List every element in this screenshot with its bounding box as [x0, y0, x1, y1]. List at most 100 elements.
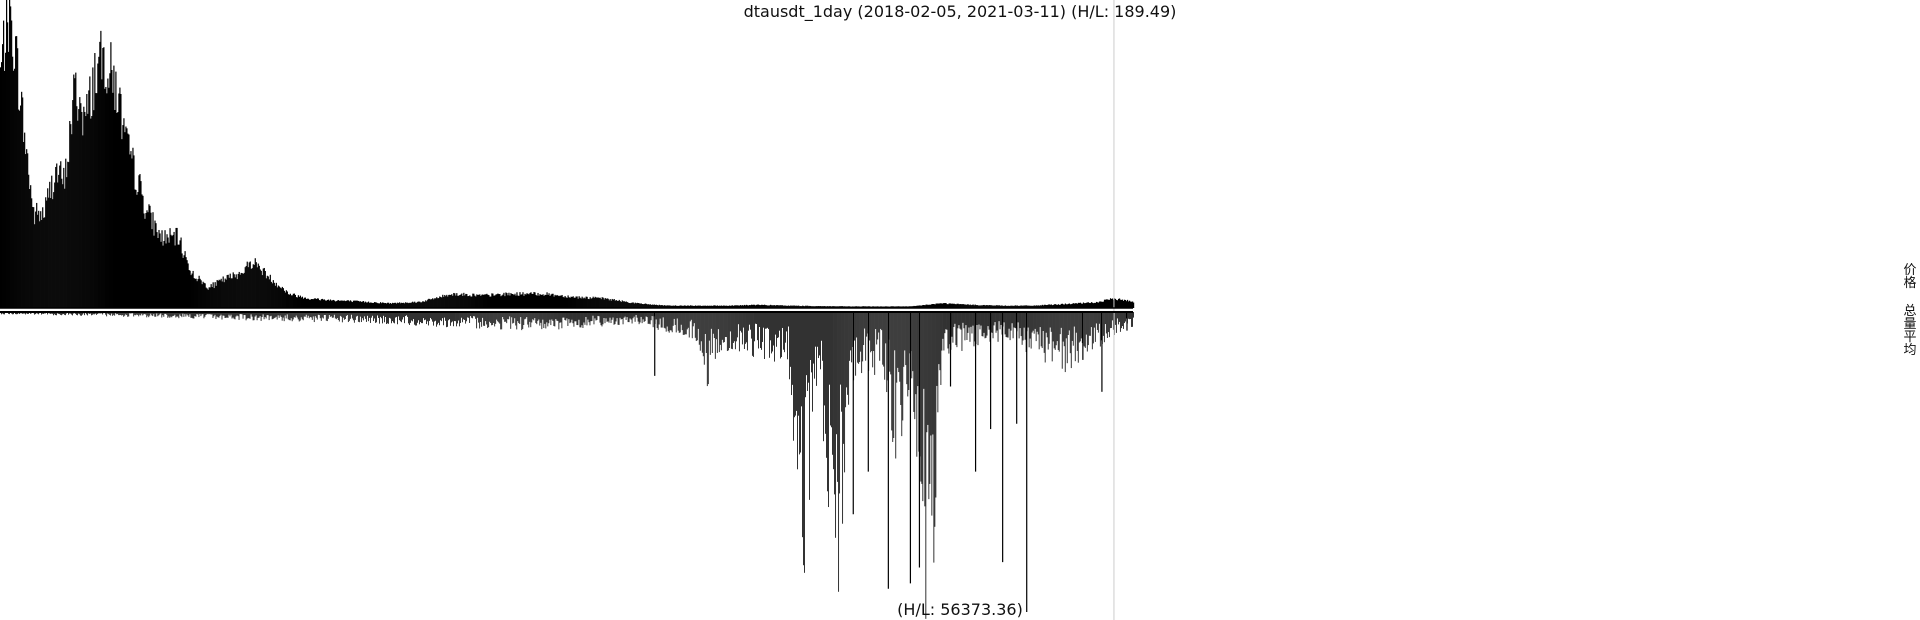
price-bar	[891, 306, 893, 308]
price-bar	[683, 305, 686, 308]
volume-bar	[793, 312, 794, 441]
volume-bar	[641, 312, 643, 324]
volume-bar	[106, 312, 108, 317]
volume-bar	[684, 312, 686, 335]
price-bar	[146, 210, 148, 308]
volume-bar	[977, 312, 979, 346]
volume-bar	[425, 312, 426, 320]
volume-bar	[952, 312, 954, 343]
price-bar	[136, 194, 138, 308]
price-bar	[1117, 298, 1120, 308]
volume-bar	[557, 312, 559, 322]
volume-bar	[291, 312, 293, 322]
volume-spikes	[654, 312, 1128, 612]
volume-bar	[1092, 312, 1094, 344]
price-bar	[78, 109, 80, 308]
price-bar	[909, 306, 911, 308]
volume-bar	[271, 312, 273, 320]
price-bar	[946, 304, 948, 308]
volume-bar	[679, 312, 681, 333]
price-bar	[462, 295, 464, 308]
price-bar	[44, 217, 46, 308]
volume-bar	[365, 312, 367, 322]
price-bar	[734, 305, 737, 308]
volume-bar	[1019, 312, 1021, 329]
price-bar	[1020, 305, 1022, 308]
price-bar	[1061, 303, 1064, 308]
price-bar	[251, 268, 253, 308]
volume-bar	[898, 312, 900, 373]
volume-bar	[829, 312, 830, 385]
volume-bar	[967, 312, 969, 333]
volume-bar	[1011, 312, 1013, 324]
price-bar	[551, 293, 553, 308]
price-bar	[620, 302, 622, 308]
volume-bar	[300, 312, 302, 318]
price-bar	[513, 295, 515, 308]
volume-bar	[126, 312, 128, 316]
volume-bar	[540, 312, 542, 323]
volume-bar	[1000, 312, 1002, 325]
price-bar	[132, 147, 134, 308]
volume-bar	[1117, 312, 1119, 325]
volume-bar	[348, 312, 350, 321]
price-bar	[963, 304, 965, 308]
price-bar	[355, 300, 358, 308]
price-bar	[304, 297, 307, 308]
price-bar	[802, 305, 804, 308]
price-bar	[245, 265, 247, 308]
volume-bar	[210, 312, 212, 315]
volume-bar	[530, 312, 532, 328]
volume-bar	[262, 312, 264, 315]
price-bar	[349, 300, 352, 308]
price-bar	[235, 274, 237, 308]
price-bar	[813, 306, 815, 308]
price-bar	[1111, 298, 1114, 308]
volume-bar	[426, 312, 427, 325]
price-bar	[1099, 301, 1102, 308]
volume-bar	[176, 312, 178, 317]
price-bar	[1102, 301, 1105, 308]
volume-bar	[121, 312, 123, 316]
price-bar	[955, 304, 957, 308]
price-bar	[295, 297, 297, 308]
volume-bar	[972, 312, 974, 326]
price-bar	[864, 306, 866, 308]
volume-bar	[911, 312, 913, 379]
volume-bar	[1015, 312, 1017, 329]
volume-bar	[1063, 312, 1065, 347]
price-bar	[42, 207, 44, 308]
volume-bar	[854, 312, 856, 341]
volume-bar	[825, 312, 826, 434]
price-bar	[160, 241, 162, 308]
price-bar	[512, 294, 514, 308]
price-bar	[32, 206, 34, 308]
price-bar	[522, 292, 524, 308]
volume-bar	[880, 312, 882, 329]
volume-bar	[433, 312, 434, 326]
price-bar	[752, 304, 755, 308]
price-bar	[560, 295, 562, 308]
price-bar	[306, 298, 309, 308]
volume-bar	[881, 312, 883, 331]
volume-bar	[597, 312, 599, 316]
volume-bar	[629, 312, 631, 319]
volume-bar	[304, 312, 306, 317]
volume-bar	[238, 312, 240, 320]
volume-bar	[133, 312, 135, 317]
volume-bar	[535, 312, 537, 323]
price-bar	[1078, 302, 1081, 308]
volume-bar	[644, 312, 646, 322]
volume-bar	[961, 312, 963, 351]
price-bar	[114, 109, 116, 309]
volume-bar	[1010, 312, 1012, 331]
price-bar	[1107, 299, 1110, 308]
price-bar	[162, 245, 164, 308]
volume-bar	[894, 312, 896, 351]
price-bar	[585, 296, 587, 308]
price-bar	[592, 296, 594, 308]
volume-bar	[528, 312, 530, 328]
price-bar	[332, 299, 335, 308]
price-bar	[142, 195, 144, 308]
price-bar	[211, 287, 213, 308]
